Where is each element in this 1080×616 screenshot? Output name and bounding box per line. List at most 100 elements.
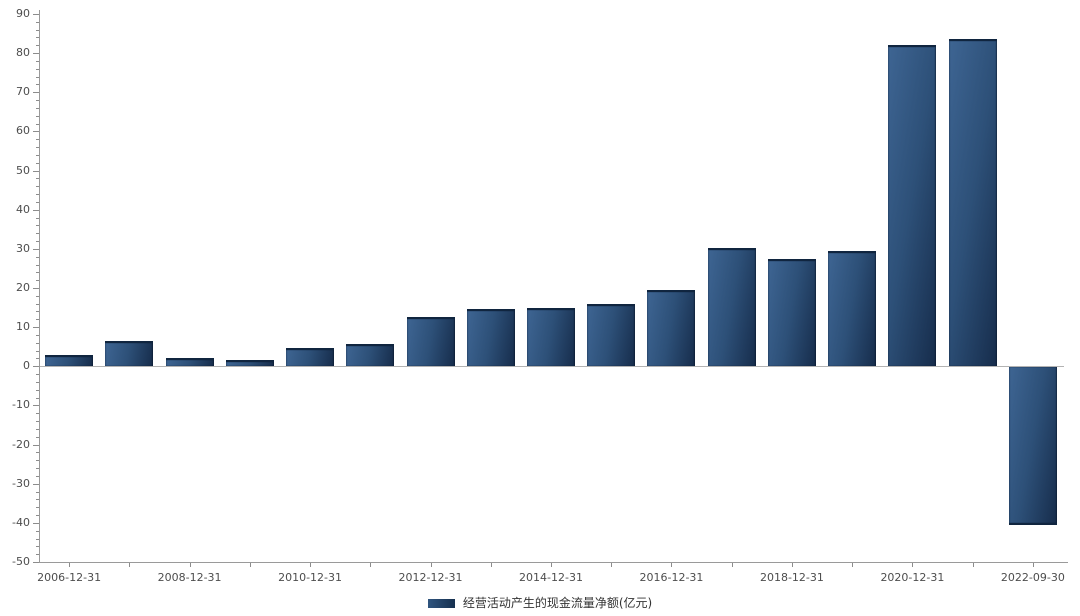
- x-tick: [249, 563, 251, 567]
- x-tick: [611, 563, 613, 567]
- y-tick-label: 20: [16, 281, 30, 294]
- y-minor-tick: [36, 436, 39, 438]
- bar-2018-12-31[interactable]: [767, 259, 816, 367]
- x-axis: [39, 562, 1068, 563]
- y-minor-tick: [36, 256, 39, 258]
- legend-swatch-icon: [427, 598, 455, 608]
- y-minor-tick: [36, 37, 39, 39]
- y-tick-label: 80: [16, 46, 30, 60]
- bar-2019-12-31[interactable]: [828, 250, 877, 367]
- y-minor-tick: [36, 29, 39, 31]
- y-minor-tick: [36, 241, 39, 243]
- y-tick-label: 10: [16, 320, 30, 334]
- y-tick-label: -20: [12, 437, 30, 451]
- x-tick-label: 2010-12-31: [278, 571, 343, 584]
- bar-2008-12-31[interactable]: [165, 357, 214, 367]
- y-minor-tick: [36, 147, 39, 149]
- bar-2022-09-30[interactable]: [1008, 367, 1057, 526]
- y-minor-tick: [36, 460, 39, 462]
- y-tick-label: -40: [12, 515, 30, 529]
- x-tick-label: 2018-12-31: [759, 571, 824, 584]
- x-tick: [430, 563, 432, 567]
- y-minor-tick: [36, 413, 39, 415]
- y-minor-tick: [36, 201, 39, 203]
- legend[interactable]: 经营活动产生的现金流量净额(亿元): [0, 594, 1080, 612]
- y-minor-tick: [36, 186, 39, 188]
- y-major-tick: [33, 14, 39, 15]
- x-tick-label: 2016-12-31: [639, 571, 704, 584]
- bar-2015-12-31[interactable]: [587, 304, 636, 367]
- x-tick: [551, 563, 552, 567]
- y-minor-tick: [36, 350, 39, 352]
- x-tick: [370, 563, 372, 567]
- y-major-tick: [33, 209, 39, 211]
- x-tick: [852, 563, 854, 567]
- y-tick-label: 0: [23, 359, 30, 373]
- y-minor-tick: [36, 554, 39, 556]
- y-major-tick: [33, 92, 39, 94]
- x-tick: [731, 563, 733, 567]
- bar-2007-12-31[interactable]: [105, 340, 154, 367]
- y-minor-tick: [36, 76, 39, 78]
- zero-baseline: [40, 366, 1064, 368]
- y-minor-tick: [36, 303, 39, 305]
- y-minor-tick: [36, 272, 39, 274]
- bar-2016-12-31[interactable]: [647, 289, 696, 367]
- bar-2012-12-31[interactable]: [406, 316, 455, 367]
- x-tick-label: 2012-12-31: [398, 571, 463, 584]
- y-minor-tick: [36, 499, 39, 501]
- y-major-tick: [33, 366, 39, 368]
- y-minor-tick: [36, 60, 39, 62]
- y-minor-tick: [36, 264, 39, 266]
- y-major-tick: [33, 562, 39, 563]
- x-tick-label: 2014-12-31: [519, 571, 583, 584]
- bar-2013-12-31[interactable]: [466, 308, 515, 367]
- y-minor-tick: [36, 123, 39, 125]
- y-minor-tick: [36, 389, 39, 391]
- bar-2009-12-31[interactable]: [225, 359, 274, 367]
- y-tick-label: 90: [16, 7, 30, 20]
- y-minor-tick: [36, 342, 39, 344]
- y-minor-tick: [36, 107, 39, 109]
- y-axis: [39, 10, 40, 562]
- x-tick: [1032, 563, 1034, 567]
- x-tick-label: 2022-09-30: [1000, 571, 1065, 584]
- bar-2006-12-31[interactable]: [45, 355, 94, 367]
- x-tick: [189, 563, 191, 567]
- bar-2014-12-31[interactable]: [527, 307, 575, 367]
- y-major-tick: [33, 444, 39, 446]
- y-minor-tick: [36, 421, 39, 423]
- y-minor-tick: [36, 225, 39, 227]
- y-minor-tick: [36, 217, 39, 219]
- bar-2020-12-31[interactable]: [888, 44, 937, 367]
- bar-2011-12-31[interactable]: [346, 343, 395, 367]
- y-minor-tick: [36, 397, 39, 399]
- y-minor-tick: [36, 45, 39, 47]
- x-tick: [490, 563, 492, 567]
- y-minor-tick: [36, 538, 39, 540]
- y-minor-tick: [36, 233, 39, 235]
- x-tick-label: 2006-12-31: [37, 571, 102, 584]
- y-minor-tick: [36, 491, 39, 493]
- y-minor-tick: [36, 475, 39, 477]
- y-minor-tick: [36, 311, 39, 313]
- x-tick-label: 2008-12-31: [157, 571, 222, 584]
- x-tick: [791, 563, 793, 567]
- y-minor-tick: [36, 428, 39, 430]
- y-minor-tick: [36, 515, 39, 517]
- y-minor-tick: [36, 468, 39, 470]
- y-minor-tick: [36, 115, 39, 117]
- y-major-tick: [33, 483, 39, 485]
- y-tick-label: -10: [12, 398, 30, 412]
- bar-2021-12-31[interactable]: [948, 39, 997, 367]
- y-minor-tick: [36, 319, 39, 321]
- y-minor-tick: [36, 178, 39, 180]
- y-minor-tick: [36, 381, 39, 383]
- y-minor-tick: [36, 68, 39, 70]
- y-tick-label: 50: [16, 163, 30, 177]
- x-tick: [912, 563, 914, 567]
- bar-2017-12-31[interactable]: [707, 248, 756, 367]
- bar-2010-12-31[interactable]: [286, 348, 335, 367]
- legend-label: 经营活动产生的现金流量净额(亿元): [462, 596, 653, 610]
